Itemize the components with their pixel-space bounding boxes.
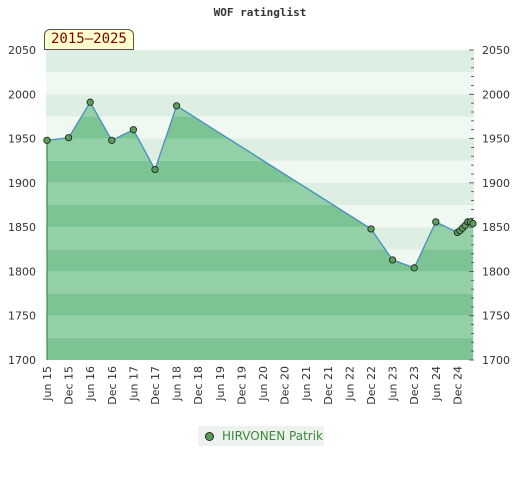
- y-tick-label-left: 1950: [8, 133, 36, 146]
- x-tick-label: Jun 21: [300, 366, 313, 402]
- data-point: [108, 136, 116, 144]
- data-point: [432, 218, 440, 226]
- data-point: [410, 264, 418, 272]
- legend[interactable]: HIRVONEN Patrik: [198, 426, 324, 446]
- y-tick-label-left: 1850: [8, 221, 36, 234]
- x-tick-label: Dec 20: [279, 366, 292, 405]
- y-tick-label-right: 2000: [482, 88, 510, 101]
- background-band: [46, 116, 474, 139]
- x-tick-label: Dec 21: [322, 366, 335, 405]
- y-tick-label-left: 2000: [8, 88, 36, 101]
- area-band: [47, 227, 473, 250]
- data-point: [151, 165, 159, 174]
- x-tick-label: Dec 24: [451, 366, 464, 405]
- data-point: [43, 136, 51, 144]
- data-point: [129, 126, 137, 134]
- area-band: [47, 271, 473, 294]
- legend-series-name: HIRVONEN Patrik: [222, 429, 324, 443]
- y-tick-label-right: 1750: [482, 310, 510, 323]
- x-tick-label: Jun 16: [84, 366, 97, 402]
- x-tick-label: Dec 17: [149, 366, 162, 405]
- legend-marker-icon: [205, 431, 214, 441]
- data-point: [173, 102, 181, 110]
- x-tick-label: Jun 15: [41, 366, 54, 402]
- area-band: [47, 249, 473, 272]
- chart-title: WOF ratinglist: [213, 6, 307, 19]
- y-tick-label-left: 2050: [8, 44, 36, 57]
- y-tick-label-right: 1800: [482, 265, 510, 278]
- x-tick-label: Jun 20: [257, 366, 270, 402]
- x-tick-label: Dec 23: [408, 366, 421, 405]
- period-badge: 2015–2025: [44, 29, 134, 50]
- area-band: [47, 315, 473, 338]
- x-tick-label: Jun 19: [214, 366, 227, 402]
- x-tick-label: Dec 22: [365, 366, 378, 405]
- x-tick-label: Jun 22: [343, 366, 356, 402]
- background-band: [46, 72, 474, 95]
- area-band: [47, 337, 473, 360]
- y-tick-label-right: 2050: [482, 44, 510, 57]
- y-tick-label-right: 1950: [482, 133, 510, 146]
- x-tick-label: Dec 19: [235, 366, 248, 405]
- y-tick-label-left: 1750: [8, 310, 36, 323]
- data-point: [86, 98, 94, 106]
- data-point: [367, 225, 375, 233]
- x-tick-label: Jun 18: [171, 366, 184, 402]
- y-tick-label-right: 1700: [482, 354, 510, 367]
- data-point: [65, 134, 73, 142]
- area-band: [47, 293, 473, 316]
- x-tick-label: Dec 18: [192, 366, 205, 405]
- background-band: [46, 50, 474, 73]
- data-point: [469, 220, 477, 228]
- x-tick-label: Jun 23: [387, 366, 400, 402]
- x-tick-label: Jun 17: [127, 366, 140, 402]
- data-point: [388, 256, 397, 264]
- y-tick-label-right: 1900: [482, 177, 510, 190]
- x-tick-label: Jun 24: [430, 366, 443, 402]
- y-tick-label-left: 1700: [8, 354, 36, 367]
- y-tick-label-right: 1850: [482, 221, 510, 234]
- x-tick-label: Dec 16: [106, 366, 119, 405]
- background-band: [46, 94, 474, 117]
- background-band: [46, 138, 474, 161]
- y-tick-label-left: 1900: [8, 177, 36, 190]
- x-tick-label: Dec 15: [63, 366, 76, 405]
- y-tick-label-left: 1800: [8, 265, 36, 278]
